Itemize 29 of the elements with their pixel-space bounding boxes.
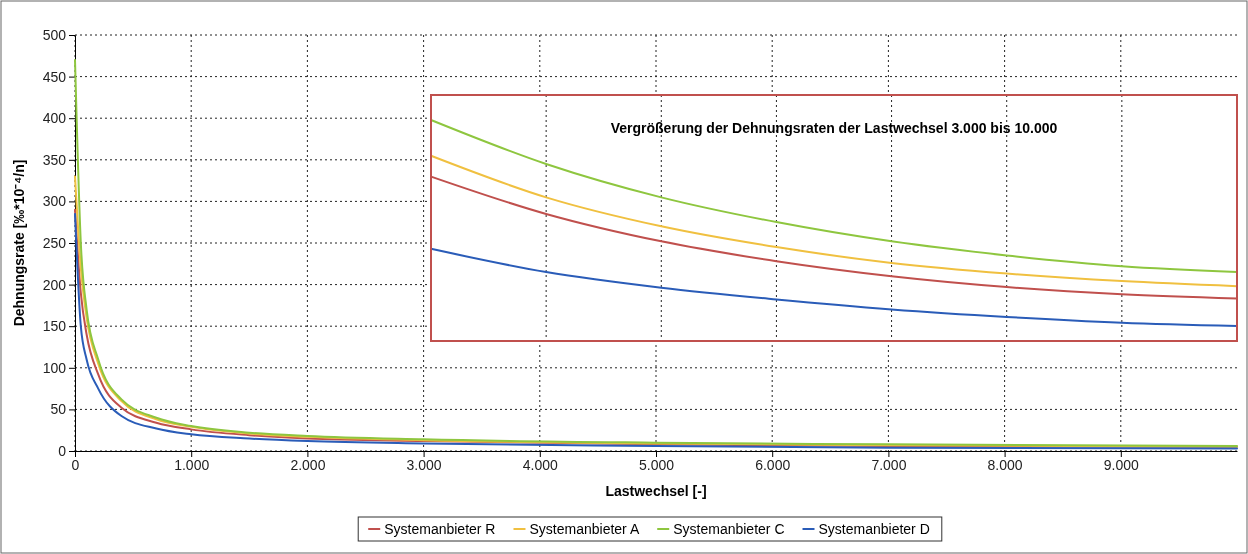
- x-tick-label: 0: [71, 456, 80, 473]
- x-tick-label: 8.000: [987, 456, 1023, 473]
- chart-title: Vergrößerung der Dehnungsraten der Lastwechsel 3.000 bis 10.000: [610, 120, 1058, 136]
- x-tick-label: 6.000: [755, 456, 791, 473]
- x-tick-label: 7.000: [871, 456, 907, 473]
- y-tick-label: 250: [42, 234, 67, 251]
- legend-label: Systemanbieter D: [818, 521, 930, 537]
- x-tick-label: 5.000: [638, 456, 675, 473]
- line-series: [74, 58, 1238, 448]
- x-tick-label: 9.000: [1103, 456, 1140, 473]
- y-tick-label: 150: [42, 318, 67, 335]
- y-tick-label: 0: [58, 442, 67, 459]
- x-tick-label: 3.000: [406, 456, 442, 473]
- y-tick-label: 350: [42, 151, 67, 168]
- y-tick-label: 200: [42, 276, 67, 293]
- y-axis-title: Dehnungsrate [‰*10⁻⁴/n]: [11, 159, 27, 327]
- y-tick-label: 500: [42, 26, 67, 43]
- y-tick-label: 450: [42, 68, 67, 85]
- y-tick-label: 100: [42, 359, 67, 376]
- x-tick-label: 1.000: [174, 456, 210, 473]
- y-tick-label: 300: [42, 193, 67, 210]
- y-tick-label: 50: [50, 401, 67, 418]
- x-tick-label: 4.000: [522, 456, 559, 473]
- legend-label: Systemanbieter C: [673, 521, 785, 537]
- legend-label: Systemanbieter A: [529, 521, 640, 537]
- x-tick-label: 2.000: [290, 456, 326, 473]
- y-tick-label: 400: [42, 110, 67, 127]
- x-axis-title: Lastwechsel [-]: [605, 483, 707, 499]
- legend-label: Systemanbieter R: [384, 521, 496, 537]
